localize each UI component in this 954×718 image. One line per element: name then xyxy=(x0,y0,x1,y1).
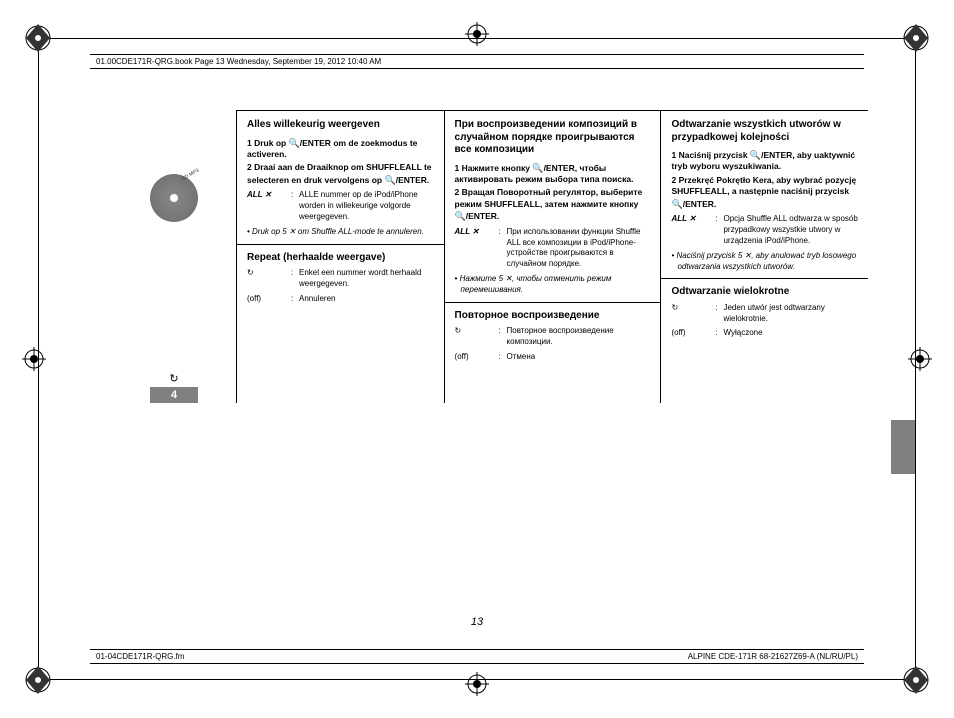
divider xyxy=(661,278,868,279)
crop-mark-bottom-left-icon xyxy=(22,664,54,696)
pl-shuffle-title: Odtwarzanie wszystkich utworów w przypad… xyxy=(671,119,860,144)
registration-mark-top-icon xyxy=(465,22,489,46)
ru-step1: 1 Нажмите кнопку 🔍/ENTER, чтобы активиро… xyxy=(455,162,653,186)
nl-repeat-desc: ↻ : Enkel een nummer wordt herhaald weer… xyxy=(247,268,436,290)
pl-step1: 1 Naciśnij przycisk 🔍/ENTER, aby uaktywn… xyxy=(671,149,860,173)
crop-mark-top-left-icon xyxy=(22,22,54,54)
footer-right: ALPINE CDE-171R 68-21627Z69-A (NL/RU/PL) xyxy=(688,652,858,661)
nl-shuffle-title: Alles willekeurig weergeven xyxy=(247,119,436,132)
search-icon: 🔍 xyxy=(532,163,543,173)
column-ru: При воспроизведении композиций в случайн… xyxy=(444,111,661,403)
button-4-label: 4 xyxy=(150,387,198,403)
pl-repeat-title: Odtwarzanie wielokrotne xyxy=(671,285,860,299)
divider xyxy=(237,244,444,245)
pl-shuffle-note: • Naciśnij przycisk 5 ✕, aby anulować tr… xyxy=(671,251,860,273)
enter-label: /ENTER xyxy=(300,138,331,148)
page-number: 13 xyxy=(471,616,483,628)
ru-step2: 2 Вращая Поворотный регулятор, выберите … xyxy=(455,187,653,222)
repeat-icon: ↻ xyxy=(455,326,499,348)
nl-repeat-off: (off) : Annuleren xyxy=(247,294,436,305)
repeat-icon: ↻ xyxy=(247,268,291,290)
pl-step2: 2 Przekręć Pokrętło Kera, aby wybrać poz… xyxy=(671,175,860,210)
shuffle-all-icon: ALL ✕ xyxy=(247,190,291,222)
pl-repeat-off: (off) : Wyłączone xyxy=(671,328,860,339)
sidebar: CD MP3 ↻ 4 xyxy=(106,110,236,403)
enter-label: /ENTER xyxy=(466,211,497,221)
ru-repeat-off: (off) : Отмена xyxy=(455,352,653,363)
pl-shuffle-desc: ALL ✕ : Opcja Shuffle ALL odtwarza w spo… xyxy=(671,214,860,246)
divider xyxy=(445,302,661,303)
registration-mark-left-icon xyxy=(22,347,46,371)
search-icon: 🔍 xyxy=(671,199,682,209)
repeat-icon: ↻ xyxy=(150,372,198,385)
ru-repeat-title: Повторное воспроизведение xyxy=(455,309,653,323)
search-icon: 🔍 xyxy=(750,150,761,160)
registration-mark-right-icon xyxy=(908,347,932,371)
enter-label: /ENTER xyxy=(396,175,427,185)
nl-repeat-title: Repeat (herhaalde weergave) xyxy=(247,251,436,265)
footer-left: 01-04CDE171R-QRG.fm xyxy=(96,652,184,661)
ru-shuffle-title: При воспроизведении композиций в случайн… xyxy=(455,119,653,157)
content-area: CD MP3 ↻ 4 Alles willekeurig weergeven 1… xyxy=(106,110,868,403)
shuffle-all-icon: ALL ✕ xyxy=(671,214,715,246)
ru-shuffle-desc: ALL ✕ : При использовании функции Shuffl… xyxy=(455,227,653,270)
enter-label: /ENTER xyxy=(683,199,714,209)
edge-tab xyxy=(891,420,915,474)
cd-disc-icon: CD MP3 xyxy=(150,174,198,222)
button-4-graphic: ↻ 4 xyxy=(150,372,198,403)
search-icon: 🔍 xyxy=(384,175,395,185)
cd-disc-label: CD MP3 xyxy=(181,168,200,183)
shuffle-all-icon: ALL ✕ xyxy=(455,227,499,270)
crop-mark-top-right-icon xyxy=(900,22,932,54)
nl-step2: 2 Draai aan de Draaiknop om SHUFFLEALL t… xyxy=(247,162,436,186)
column-nl: Alles willekeurig weergeven 1 Druk op 🔍/… xyxy=(236,111,444,403)
nl-step1: 1 Druk op 🔍/ENTER om de zoekmodus te act… xyxy=(247,137,436,161)
registration-mark-bottom-icon xyxy=(465,672,489,696)
ru-shuffle-note: • Нажмите 5 ✕, чтобы отменить режим пере… xyxy=(455,274,653,296)
repeat-icon: ↻ xyxy=(671,303,715,325)
pl-repeat-desc: ↻ : Jeden utwór jest odtwarzany wielokro… xyxy=(671,303,860,325)
nl-shuffle-desc: ALL ✕ : ALLE nummer op de iPod/iPhone wo… xyxy=(247,190,436,222)
enter-label: /ENTER xyxy=(544,163,575,173)
nl-shuffle-note: • Druk op 5 ✕ om Shuffle ALL-mode te ann… xyxy=(247,227,436,238)
header-bar: 01.00CDE171R-QRG.book Page 13 Wednesday,… xyxy=(90,54,864,69)
search-icon: 🔍 xyxy=(455,211,466,221)
crop-mark-bottom-right-icon xyxy=(900,664,932,696)
enter-label: /ENTER xyxy=(761,150,792,160)
header-text: 01.00CDE171R-QRG.book Page 13 Wednesday,… xyxy=(96,57,381,66)
footer-bar: 01-04CDE171R-QRG.fm ALPINE CDE-171R 68-2… xyxy=(90,649,864,664)
search-icon: 🔍 xyxy=(289,138,300,148)
column-pl: Odtwarzanie wszystkich utworów w przypad… xyxy=(660,111,868,403)
columns: Alles willekeurig weergeven 1 Druk op 🔍/… xyxy=(236,110,868,403)
ru-repeat-desc: ↻ : Повторное воспроизведение композиции… xyxy=(455,326,653,348)
